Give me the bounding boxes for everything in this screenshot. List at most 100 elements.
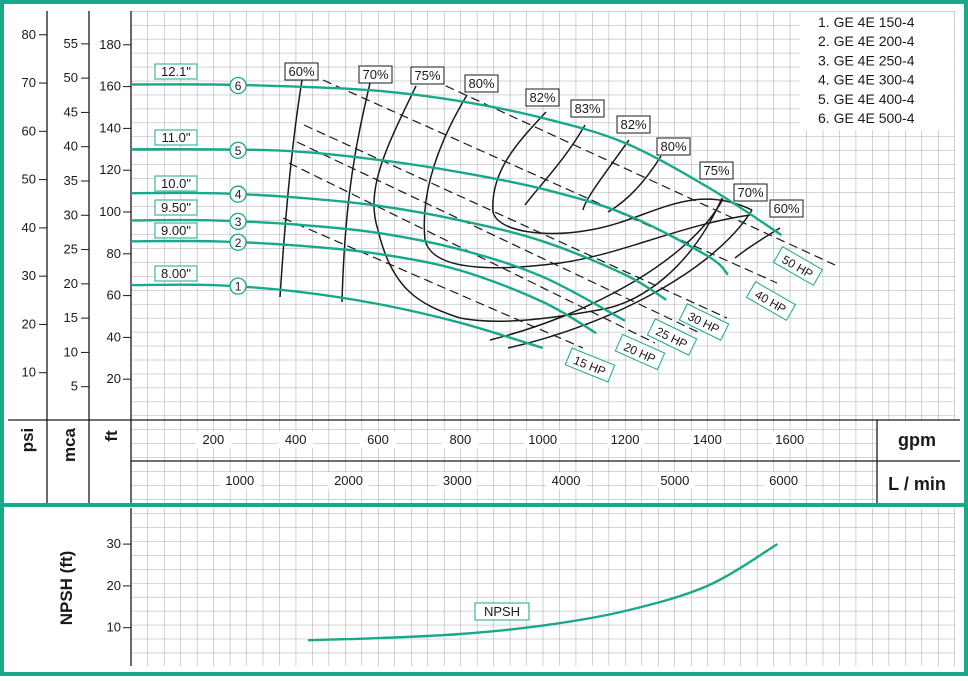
gpm-tick-bg (771, 431, 808, 448)
efficiency-label: 80% (468, 76, 494, 91)
efficiency-label: 82% (529, 90, 555, 105)
mca-tick-label: 40 (64, 139, 78, 154)
curve-number-badge (229, 233, 247, 251)
npsh-axis-label: NPSH (ft) (57, 551, 76, 626)
lmin-axis-label: L / min (888, 474, 946, 494)
lmin-tick-label: 2000 (334, 473, 363, 488)
npsh-tick-label: 10 (107, 620, 121, 635)
power-label-box (772, 246, 824, 286)
lmin-tick-label: 6000 (769, 473, 798, 488)
efficiency-label: 60% (288, 64, 314, 79)
legend-entry: 5. GE 4E 400-4 (818, 91, 915, 107)
impeller-label: 9.00" (161, 223, 191, 238)
curve-number-badge (229, 185, 247, 203)
ft-tick-label: 120 (99, 162, 121, 177)
npsh-tick-label: 30 (107, 536, 121, 551)
gpm-tick-label: 1600 (775, 432, 804, 447)
efficiency-label: 60% (773, 201, 799, 216)
efficiency-line (582, 139, 630, 211)
psi-tick-label: 30 (22, 268, 36, 283)
curve-number: 4 (235, 188, 242, 202)
gpm-tick-bg (277, 431, 314, 448)
ft-tick-label: 100 (99, 204, 121, 219)
ft-tick-label: 180 (99, 37, 121, 52)
lmin-tick-bg (654, 472, 695, 489)
mca-tick-label: 25 (64, 242, 78, 257)
head-curve-1 (130, 283, 544, 350)
legend-entry: 6. GE 4E 500-4 (818, 110, 915, 126)
lmin-label-box (877, 461, 955, 503)
gpm-tick-label: 800 (450, 432, 472, 447)
psi-tick-label: 70 (22, 75, 36, 90)
gpm-tick-bg (524, 431, 561, 448)
npsh-grid (131, 508, 955, 666)
efficiency-label-box (769, 199, 804, 218)
power-line (296, 141, 701, 334)
power-label-box (646, 318, 698, 356)
curve-number-badge (229, 277, 247, 295)
ft-tick-label: 60 (107, 288, 121, 303)
axis-ticks: 1020304050607080510152025303540455055204… (22, 27, 808, 635)
power-label-box (614, 333, 666, 371)
lmin-tick-bg (328, 472, 369, 489)
impeller-label-box (154, 129, 198, 146)
mca-tick-label: 15 (64, 310, 78, 325)
efficiency-label-box (656, 137, 691, 156)
impeller-label-box (154, 222, 198, 239)
lmin-strip-grid (131, 461, 955, 503)
impeller-label: 8.00" (161, 266, 191, 281)
impeller-label-box (154, 175, 198, 192)
frame-lines (8, 11, 960, 666)
power-line (432, 79, 836, 266)
lmin-tick-bg (437, 472, 478, 489)
head-curve-4 (130, 191, 667, 301)
efficiency-line (524, 124, 586, 206)
efficiency-line (492, 111, 753, 235)
power-label: 30 HP (678, 303, 730, 341)
curve-number: 3 (235, 215, 242, 229)
efficiency-label-box (570, 99, 605, 118)
gpm-tick-bg (195, 431, 232, 448)
legend: 1. GE 4E 150-4 2. GE 4E 200-4 3. GE 4E 250… (818, 14, 915, 126)
legend-box (800, 12, 954, 130)
psi-tick-label: 50 (22, 172, 36, 187)
efficiency-label-box (733, 183, 768, 202)
npsh-curve-group: NPSH (307, 543, 779, 642)
lmin-tick-bg (219, 472, 260, 489)
mca-tick-label: 45 (64, 104, 78, 119)
psi-tick-label: 10 (22, 365, 36, 380)
lmin-tick-label: 3000 (443, 473, 472, 488)
head-curve-2 (130, 239, 597, 335)
lmin-tick-label: 1000 (225, 473, 254, 488)
curve-number-badge (229, 141, 247, 159)
impeller-label: 9.50" (161, 200, 191, 215)
lmin-tick-label: 5000 (660, 473, 689, 488)
ft-tick-label: 20 (107, 371, 121, 386)
power-label-box (564, 347, 616, 383)
efficiency-label-box (358, 65, 393, 84)
legend-entry: 2. GE 4E 200-4 (818, 33, 915, 49)
efficiency-label-box (410, 66, 445, 85)
efficiency-label-box (616, 115, 651, 134)
ft-tick-label: 40 (107, 329, 121, 344)
curve-number: 5 (235, 144, 242, 158)
impeller-label-box (154, 265, 198, 282)
gpm-tick-bg (360, 431, 397, 448)
efficiency-label: 80% (660, 139, 686, 154)
efficiency-line (489, 198, 724, 341)
mca-tick-label: 20 (64, 276, 78, 291)
psi-tick-label: 60 (22, 123, 36, 138)
efficiency-label: 82% (620, 117, 646, 132)
gpm-tick-label: 1200 (611, 432, 640, 447)
impeller-label-box (154, 63, 198, 80)
gpm-tick-bg (442, 431, 479, 448)
curve-number: 1 (235, 280, 242, 294)
efficiency-label-box (464, 74, 499, 93)
power-line (322, 79, 778, 284)
curve-number-badge (229, 212, 247, 231)
ft-tick-label: 140 (99, 120, 121, 135)
gpm-tick-label: 600 (367, 432, 389, 447)
power-label: 20 HP (614, 333, 666, 371)
